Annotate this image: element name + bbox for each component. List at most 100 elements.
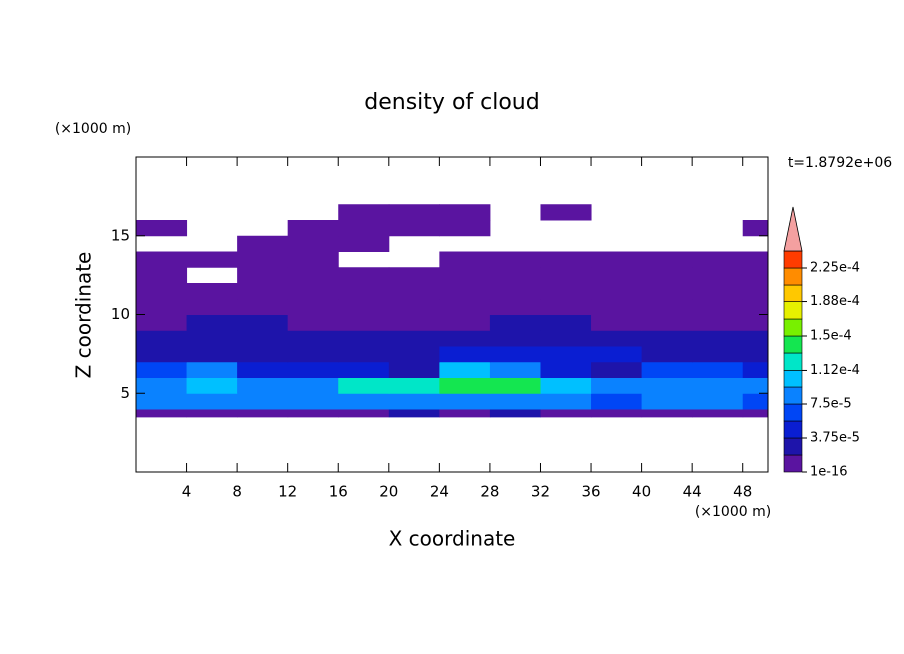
contour-cell [136, 330, 188, 347]
x-unit: (×1000 m) [695, 504, 771, 520]
contour-cell [489, 377, 541, 394]
x-tick-label: 44 [683, 483, 702, 501]
contour-cell [439, 298, 491, 315]
contour-cell [287, 298, 339, 315]
contour-cell [540, 204, 592, 221]
contour-cell [136, 346, 188, 363]
contour-cell [489, 330, 541, 347]
contour-cell [388, 377, 440, 394]
contour-cell [540, 267, 592, 284]
contour-cell [591, 346, 643, 363]
contour-cell [540, 377, 592, 394]
contour-cell [237, 283, 289, 300]
colorbar-band [783, 420, 803, 439]
contour-cell [641, 393, 693, 410]
x-tick-label: 12 [278, 483, 297, 501]
contour-cell [136, 409, 188, 418]
contour-cell [186, 283, 238, 300]
contour-cell [641, 361, 693, 378]
x-tick-label: 48 [733, 483, 752, 501]
y-axis-label: Z coordinate [72, 252, 96, 379]
contour-cell [388, 267, 440, 284]
contour-cell [692, 267, 744, 284]
colorbar-band [783, 370, 803, 388]
contour-cell [641, 377, 693, 394]
contour-cell [338, 330, 390, 347]
contour-cell [136, 220, 188, 237]
contour-cell [692, 377, 744, 394]
contour-cell [591, 330, 643, 347]
contour-cell [338, 235, 390, 252]
colorbar-band [783, 403, 803, 422]
contour-cell [742, 220, 769, 237]
colorbar: 1e-16 3.75e-5 7.5e-5 1.12e-4 1.5e-4 1.88e-4 2.… [783, 206, 860, 480]
colorbar-tick-label: 1e-16 [810, 465, 848, 480]
contour-cell [237, 298, 289, 315]
contour-cell [692, 330, 744, 347]
colorbar-tick-label: 1.88e-4 [810, 294, 860, 309]
contour-cell [388, 204, 440, 221]
contour-cell [136, 283, 188, 300]
colorbar-band [783, 250, 803, 269]
contour-cell [338, 361, 390, 378]
contour-cell [742, 377, 769, 394]
contour-cell [591, 251, 643, 268]
contour-field [136, 204, 769, 418]
contour-cell [692, 409, 744, 418]
contour-cell [641, 330, 693, 347]
y-tick-label: 15 [111, 226, 130, 244]
contour-cell [742, 409, 769, 418]
contour-cell [439, 346, 491, 363]
x-tick-label: 8 [232, 483, 242, 501]
contour-cell [439, 409, 491, 418]
contour-cell [237, 251, 289, 268]
contour-cell [439, 220, 491, 237]
contour-cell [540, 251, 592, 268]
contour-cell [388, 409, 440, 418]
contour-cell [237, 314, 289, 331]
contour-cell [388, 393, 440, 410]
contour-cell [388, 346, 440, 363]
contour-cell [641, 409, 693, 418]
colorbar-tick-label: 1.12e-4 [810, 363, 860, 378]
x-tick-label: 40 [632, 483, 651, 501]
contour-cell [338, 283, 390, 300]
colorbar-band [783, 352, 803, 371]
contour-cell [287, 235, 339, 252]
contour-cell [136, 377, 188, 394]
contour-cell [186, 393, 238, 410]
contour-cell [388, 283, 440, 300]
contour-cell [742, 314, 769, 331]
contour-cell [186, 298, 238, 315]
colorbar-band [783, 335, 803, 354]
contour-cell [692, 251, 744, 268]
colorbar-band [783, 454, 803, 473]
contour-cell [489, 298, 541, 315]
x-tick-label: 24 [430, 483, 449, 501]
contour-cell [540, 283, 592, 300]
contour-cell [591, 298, 643, 315]
contour-cell [692, 393, 744, 410]
contour-cell [439, 267, 491, 284]
contour-cell [489, 393, 541, 410]
contour-cell [237, 409, 289, 418]
contour-cell [641, 346, 693, 363]
contour-cell [692, 314, 744, 331]
contour-cell [186, 346, 238, 363]
contour-cell [287, 346, 339, 363]
contour-cell [186, 361, 238, 378]
colorbar-band [783, 267, 803, 286]
contour-cell [388, 298, 440, 315]
contour-cell [489, 283, 541, 300]
x-tick-label: 20 [379, 483, 398, 501]
colorbar-band [783, 301, 803, 320]
time-label: t=1.8792e+06 [788, 155, 892, 171]
contour-cell [489, 314, 541, 331]
contour-cell [540, 298, 592, 315]
contour-cell [742, 251, 769, 268]
contour-cell [439, 330, 491, 347]
contour-cell [489, 346, 541, 363]
contour-cell [489, 409, 541, 418]
x-tick-label: 36 [581, 483, 600, 501]
